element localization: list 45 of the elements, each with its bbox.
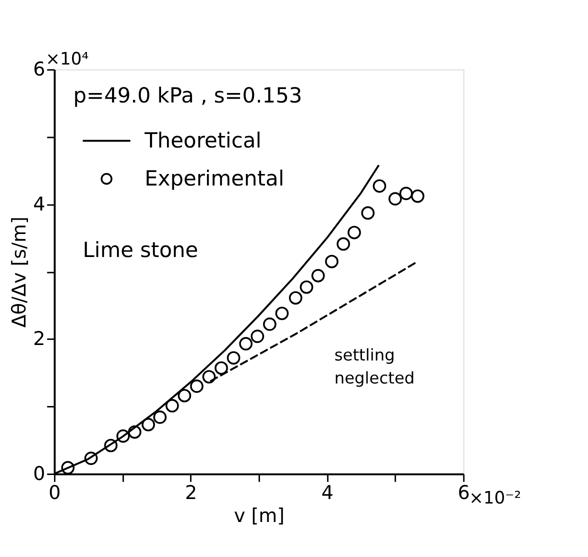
legend-label: Theoretical: [144, 128, 262, 152]
x-axis-title: v [m]: [234, 504, 285, 527]
y-tick-label: 0: [33, 462, 46, 485]
point: [116, 429, 130, 443]
x-tick-label: 0: [48, 482, 61, 504]
point: [361, 206, 375, 220]
point: [61, 461, 75, 474]
x-tick-label: 4: [321, 482, 334, 504]
text: ×10⁴: [46, 50, 89, 70]
annotation: settling neglected: [334, 346, 415, 388]
text: ×10⁻²: [469, 488, 522, 508]
point: [202, 370, 216, 384]
point: [250, 330, 264, 343]
y-tick-label: 2: [33, 328, 46, 350]
annotation: p=49.0 kPa , s=0.153: [73, 84, 302, 108]
x-tick-label: 6: [458, 482, 470, 504]
point: [153, 410, 167, 424]
point: [142, 418, 156, 432]
y-tick-label: 4: [33, 193, 46, 216]
point: [388, 192, 402, 206]
point: [372, 179, 386, 193]
y-tick-label: 6: [33, 58, 46, 81]
point: [348, 226, 361, 240]
point: [399, 186, 413, 200]
point: [104, 438, 118, 452]
point: [410, 189, 424, 203]
point: [325, 254, 338, 268]
point: [214, 361, 228, 375]
y-axis-title: Δθ/Δv [s/m]: [8, 216, 30, 328]
point: [239, 337, 253, 350]
point: [300, 280, 314, 294]
point: [128, 425, 142, 439]
point: [226, 351, 240, 365]
annotation: Lime stone: [82, 238, 198, 262]
point: [336, 237, 350, 251]
legend-label: Experimental: [144, 166, 284, 191]
point: [288, 291, 302, 305]
point: [311, 268, 325, 282]
point: [263, 318, 276, 331]
point: [275, 306, 289, 320]
x-tick-label: 2: [185, 482, 198, 504]
point: [84, 452, 98, 465]
point: [178, 388, 192, 402]
point: [166, 399, 179, 412]
point: [190, 380, 204, 393]
